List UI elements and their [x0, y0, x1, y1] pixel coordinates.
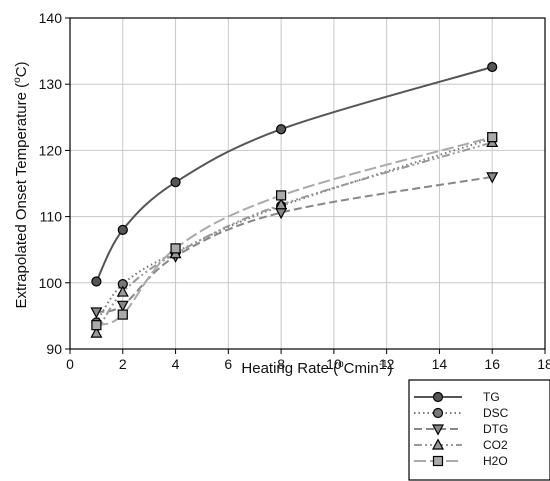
- x-axis-title: Heating Rate (oCmin-1): [241, 359, 392, 377]
- x-tick-label: 14: [432, 356, 448, 372]
- legend: TG DSC DTG CO2 H2O: [408, 379, 550, 481]
- y-tick-label: 130: [39, 76, 63, 92]
- series-line-dsc: [95, 137, 493, 324]
- y-tick-label: 120: [39, 142, 63, 158]
- data-point-dtg: [116, 300, 129, 312]
- data-point-h2o: [487, 132, 498, 143]
- x-tick-label: 6: [224, 356, 232, 372]
- legend-marker-h2o: [432, 455, 444, 467]
- y-tick-label: 100: [39, 275, 63, 291]
- data-point-co2: [116, 285, 129, 297]
- grid: [70, 18, 545, 349]
- x-axis-ticks: 0 2 4 6 8 10 12 14 16 18: [66, 349, 550, 372]
- data-point-h2o: [117, 309, 128, 320]
- series-lines: [95, 66, 493, 334]
- data-point-tg: [117, 224, 128, 235]
- data-point-tg: [487, 61, 498, 73]
- x-tick-label: 8: [277, 356, 285, 372]
- data-point-h2o: [170, 243, 181, 254]
- x-tick-label: 0: [66, 356, 74, 372]
- x-tick-label: 12: [379, 356, 395, 372]
- y-axis-ticks: 90 100 110 120 130 140: [39, 10, 70, 357]
- legend-marker-dtg: [431, 424, 445, 436]
- data-point-co2: [275, 198, 288, 210]
- series-line-tg: [95, 66, 493, 282]
- data-point-co2: [90, 326, 103, 338]
- legend-marker-dsc: [432, 407, 444, 419]
- x-tick-label: 4: [172, 356, 180, 372]
- y-tick-label: 140: [39, 10, 63, 26]
- data-point-dtg: [90, 307, 103, 319]
- legend-label-co2: CO2: [483, 438, 508, 452]
- y-axis-title: Extrapolated Onset Temperature (oC): [12, 61, 30, 308]
- legend-label-tg: TG: [483, 390, 500, 404]
- legend-label-h2o: H2O: [483, 454, 508, 468]
- series-line-h2o: [96, 136, 493, 327]
- legend-label-dsc: DSC: [483, 406, 509, 420]
- legend-marker-tg: [432, 391, 444, 403]
- x-tick-label: 2: [119, 356, 127, 372]
- x-tick-label: 10: [326, 356, 342, 372]
- y-tick-label: 90: [46, 341, 62, 357]
- data-point-h2o: [91, 320, 102, 331]
- x-tick-label: 16: [484, 356, 500, 372]
- series-markers: [90, 61, 499, 338]
- data-point-tg: [276, 124, 287, 135]
- plot-frame: [69, 17, 546, 350]
- data-point-dtg: [486, 172, 499, 184]
- data-point-tg: [170, 177, 181, 188]
- data-point-tg: [91, 276, 102, 287]
- y-tick-label: 110: [40, 209, 63, 225]
- x-tick-label: 18: [537, 356, 550, 372]
- legend-label-dtg: DTG: [483, 422, 508, 436]
- legend-marker-co2: [431, 438, 445, 450]
- series-line-co2: [95, 141, 493, 334]
- data-point-h2o: [276, 190, 287, 201]
